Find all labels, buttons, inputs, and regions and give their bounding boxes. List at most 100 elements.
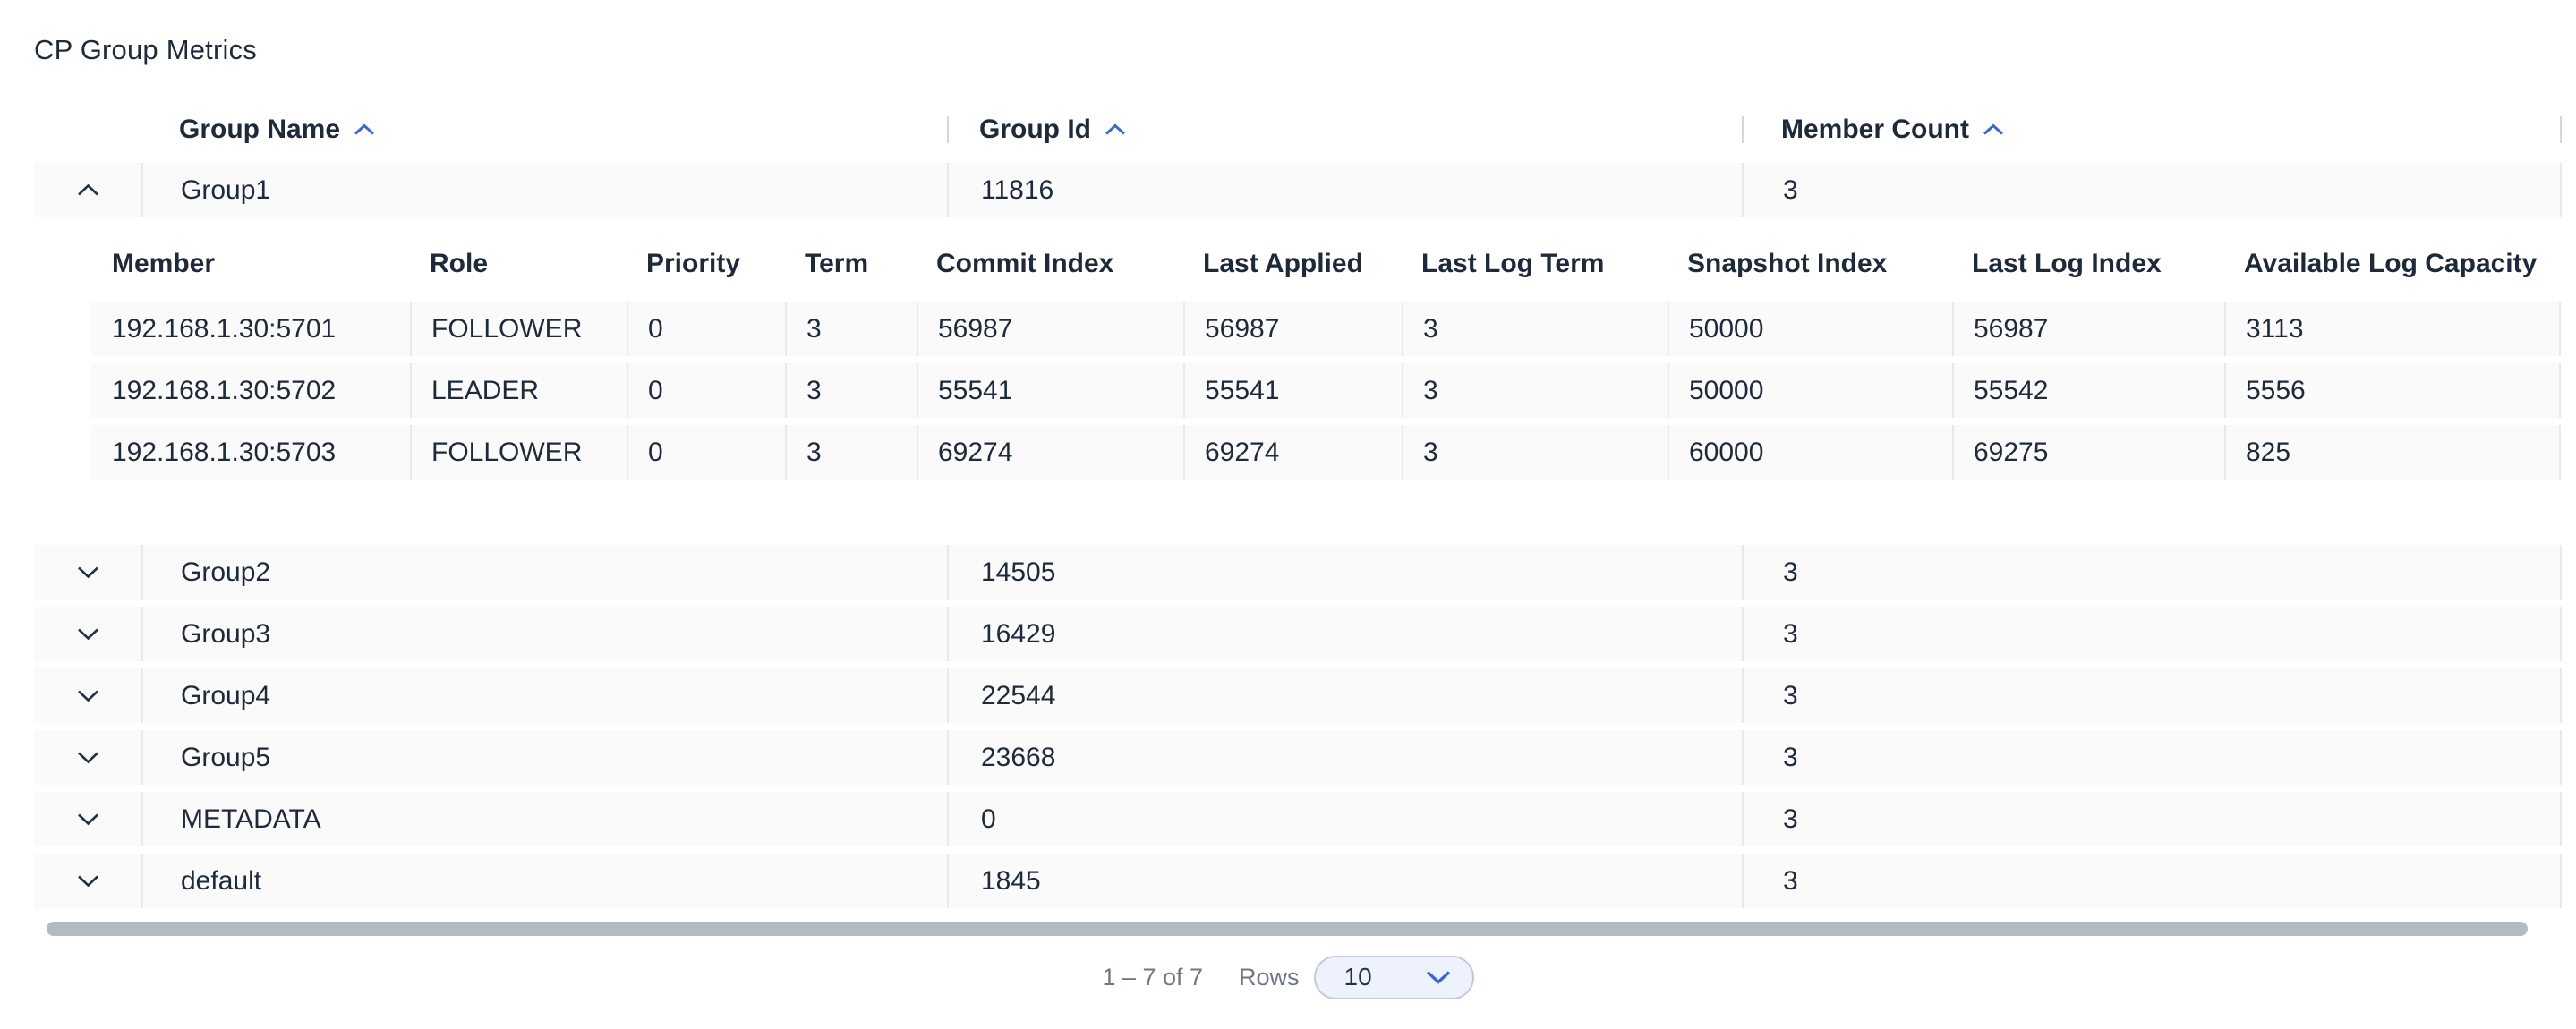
subtable-column-header: Last Log Term bbox=[1421, 249, 1605, 278]
page-size-value: 10 bbox=[1343, 963, 1372, 991]
member-count-cell: 3 bbox=[1742, 854, 2562, 908]
expand-chevron-button[interactable] bbox=[76, 627, 100, 641]
column-label-member-count: Member Count bbox=[1781, 115, 1969, 144]
expand-chevron-button[interactable] bbox=[76, 812, 100, 826]
group-row[interactable]: Group3 16429 3 bbox=[34, 607, 2562, 661]
expand-toggle-cell bbox=[34, 545, 141, 600]
member-cell: 825 bbox=[2224, 425, 2561, 480]
group-row[interactable]: Group1 11816 3 bbox=[34, 163, 2562, 217]
expand-chevron-button[interactable] bbox=[76, 689, 100, 702]
pagination-range: 1 – 7 of 7 bbox=[1102, 963, 1204, 991]
member-cell: 56987 bbox=[917, 302, 1183, 356]
group-name-cell: Group2 bbox=[141, 545, 947, 600]
group-name-cell: Group1 bbox=[141, 163, 947, 217]
subtable-column-header: Role bbox=[430, 249, 489, 278]
member-cell: 60000 bbox=[1668, 425, 1952, 480]
subtable-column-header: Last Log Index bbox=[1972, 249, 2162, 278]
expand-toggle-cell bbox=[34, 163, 141, 217]
chevron-down-icon bbox=[77, 813, 98, 826]
expand-toggle-cell bbox=[34, 668, 141, 723]
chevron-down-icon bbox=[77, 875, 98, 888]
group-row[interactable]: Group2 14505 3 bbox=[34, 545, 2562, 600]
group-row[interactable]: Group4 22544 3 bbox=[34, 668, 2562, 723]
member-cell: 56987 bbox=[1183, 302, 1402, 356]
member-count-cell: 3 bbox=[1742, 792, 2562, 846]
column-header-group-name[interactable]: Group Name bbox=[141, 107, 947, 152]
member-cell: 3113 bbox=[2224, 302, 2561, 356]
group-id-cell: 14505 bbox=[947, 545, 1742, 600]
member-cell: 0 bbox=[627, 302, 785, 356]
group-name-cell: Group3 bbox=[141, 607, 947, 661]
member-count-cell: 3 bbox=[1742, 607, 2562, 661]
subtable-column-header: Snapshot Index bbox=[1687, 249, 1888, 278]
expand-chevron-button[interactable] bbox=[76, 751, 100, 764]
chevron-down-icon bbox=[77, 690, 98, 702]
member-cell: 56987 bbox=[1952, 302, 2224, 356]
subtable-header-row: Member Role Priority Term Commit Index Last A… bbox=[91, 242, 2561, 286]
member-cell: 50000 bbox=[1668, 363, 1952, 418]
member-cell: 0 bbox=[627, 363, 785, 418]
group-name-cell: default bbox=[141, 854, 947, 908]
member-cell: 69275 bbox=[1952, 425, 2224, 480]
chevron-up-icon bbox=[77, 183, 98, 196]
expand-chevron-button[interactable] bbox=[76, 183, 100, 197]
group-id-cell: 16429 bbox=[947, 607, 1742, 661]
expand-toggle-cell bbox=[34, 730, 141, 785]
sort-asc-icon[interactable] bbox=[1982, 123, 2005, 136]
pagination-bar: 1 – 7 of 7 Rows 10 bbox=[0, 954, 2576, 1000]
member-cell: 192.168.1.30:5702 bbox=[112, 375, 337, 405]
member-cell: 55541 bbox=[1183, 363, 1402, 418]
member-cell: 55542 bbox=[1952, 363, 2224, 418]
member-cell: 5556 bbox=[2224, 363, 2561, 418]
subtable-rows: 192.168.1.30:5701 FOLLOWER 0 3 56987 56987 3 50… bbox=[91, 302, 2561, 480]
member-cell: 0 bbox=[627, 425, 785, 480]
column-header-member-count[interactable]: Member Count bbox=[1742, 107, 2562, 152]
member-cell: 69274 bbox=[917, 425, 1183, 480]
group-name-cell: METADATA bbox=[141, 792, 947, 846]
member-count-cell: 3 bbox=[1742, 730, 2562, 785]
group-members-subtable: Member Role Priority Term Commit Index Last A… bbox=[91, 242, 2561, 480]
expand-toggle-cell bbox=[34, 854, 141, 908]
rows-per-page-label: Rows bbox=[1239, 963, 1300, 991]
column-label-group-name: Group Name bbox=[179, 115, 341, 144]
subtable-column-header: Priority bbox=[646, 249, 741, 278]
subtable-column-header: Available Log Capacity bbox=[2244, 249, 2538, 278]
subtable-column-header: Commit Index bbox=[936, 249, 1114, 278]
member-cell: LEADER bbox=[410, 363, 627, 418]
member-row: 192.168.1.30:5703 FOLLOWER 0 3 69274 69274 3 60… bbox=[91, 425, 2561, 480]
member-cell: 3 bbox=[1402, 425, 1668, 480]
chevron-down-icon bbox=[77, 752, 98, 764]
group-name-cell: Group4 bbox=[141, 668, 947, 723]
group-row[interactable]: default 1845 3 bbox=[34, 854, 2562, 908]
member-cell: 3 bbox=[1402, 363, 1668, 418]
member-cell: 69274 bbox=[1183, 425, 1402, 480]
chevron-down-icon bbox=[77, 566, 98, 579]
page-size-select[interactable]: 10 bbox=[1313, 955, 1474, 999]
member-row: 192.168.1.30:5702 LEADER 0 3 55541 55541 3 5000… bbox=[91, 363, 2561, 418]
subtable-column-header: Last Applied bbox=[1203, 249, 1363, 278]
table-header-row: Group Name Group Id Member Count bbox=[34, 107, 2562, 152]
member-count-cell: 3 bbox=[1742, 163, 2562, 217]
header-spacer-cell bbox=[34, 107, 141, 152]
expand-chevron-button[interactable] bbox=[76, 874, 100, 888]
member-cell: 50000 bbox=[1668, 302, 1952, 356]
sort-asc-icon[interactable] bbox=[353, 123, 376, 136]
member-cell: 55541 bbox=[917, 363, 1183, 418]
group-row[interactable]: Group5 23668 3 bbox=[34, 730, 2562, 785]
group-id-cell: 1845 bbox=[947, 854, 1742, 908]
page-title: CP Group Metrics bbox=[34, 34, 257, 65]
group-rows: Group2 14505 3 Group3 16429 3 Group4 225… bbox=[34, 545, 2562, 915]
expand-chevron-button[interactable] bbox=[76, 566, 100, 579]
horizontal-scrollbar[interactable] bbox=[47, 922, 2528, 936]
group-id-cell: 22544 bbox=[947, 668, 1742, 723]
group-id-cell: 23668 bbox=[947, 730, 1742, 785]
column-header-group-id[interactable]: Group Id bbox=[947, 107, 1742, 152]
chevron-down-icon bbox=[77, 628, 98, 641]
expand-toggle-cell bbox=[34, 792, 141, 846]
member-count-cell: 3 bbox=[1742, 668, 2562, 723]
group-id-cell: 11816 bbox=[947, 163, 1742, 217]
sort-asc-icon[interactable] bbox=[1104, 123, 1127, 136]
group-row[interactable]: METADATA 0 3 bbox=[34, 792, 2562, 846]
member-cell: 192.168.1.30:5701 bbox=[112, 313, 337, 344]
member-cell: 3 bbox=[1402, 302, 1668, 356]
